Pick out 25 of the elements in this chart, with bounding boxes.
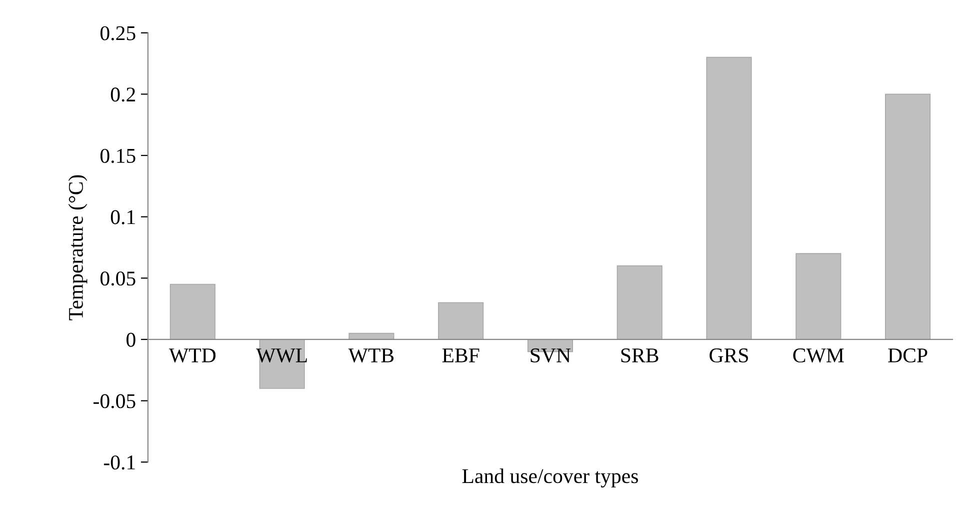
x-tick-label: WTB xyxy=(348,348,394,363)
x-tick-label: EBF xyxy=(442,348,480,362)
bar xyxy=(438,302,484,340)
y-tick-label: -0.1 xyxy=(104,455,135,470)
x-tick-label: WTD xyxy=(168,348,216,363)
bar xyxy=(885,94,931,340)
y-tick-label: 0.05 xyxy=(100,271,136,286)
y-tick-label: 0.2 xyxy=(110,88,135,102)
bar xyxy=(796,253,842,340)
x-tick-label: WWL xyxy=(256,348,307,363)
y-tick-label: 0.25 xyxy=(100,26,136,40)
x-tick-label: DCP xyxy=(888,348,928,362)
y-axis-title: Temperature (°C) xyxy=(68,175,88,320)
bar xyxy=(616,265,662,340)
x-tick-label: SRB xyxy=(621,348,658,362)
y-tick-label: -0.05 xyxy=(94,394,136,408)
x-tick-label: SVN xyxy=(530,348,571,363)
y-tick-label: 0.1 xyxy=(110,210,135,224)
bar xyxy=(170,284,216,340)
x-axis-title: Land use/cover types xyxy=(462,468,638,488)
x-tick-label: CWM xyxy=(793,348,844,363)
y-tick-label: 0.15 xyxy=(100,148,136,163)
x-tick-label: GRS xyxy=(710,348,748,362)
y-tick-label: 0 xyxy=(126,332,136,347)
bar xyxy=(706,56,752,340)
